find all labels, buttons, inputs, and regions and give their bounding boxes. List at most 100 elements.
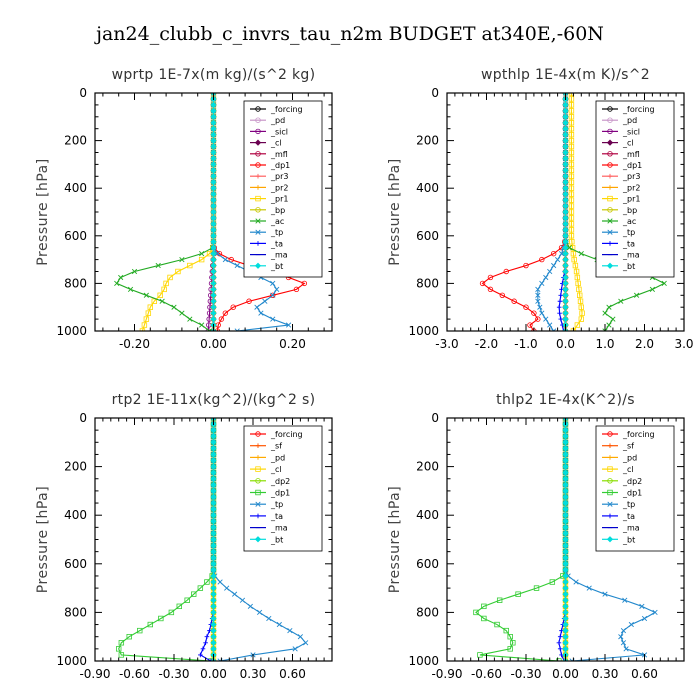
data-point — [118, 652, 125, 658]
data-point — [623, 646, 629, 652]
data-point — [487, 286, 494, 293]
legend-marker — [254, 536, 262, 543]
data-point — [210, 155, 217, 162]
data-point — [210, 475, 217, 482]
legend-marker — [607, 151, 613, 157]
legend-entry: _ta — [622, 512, 635, 521]
data-point — [527, 322, 533, 328]
data-point — [562, 578, 569, 586]
data-point — [210, 609, 217, 616]
x-tick-label: 2.0 — [635, 337, 654, 351]
chart-panel-2: wpthlp 1E-4x(m K)/s^2 Pressure [hPa] 0 200 4… — [387, 67, 694, 351]
data-point — [210, 639, 217, 646]
legend-entry: _dp1 — [622, 161, 642, 170]
data-point — [210, 107, 217, 114]
data-point — [641, 615, 648, 622]
data-point — [274, 286, 280, 292]
x-tick-label: 0.60 — [279, 667, 306, 681]
panel-title: wprtp 1E-7x(m kg)/(s^2 kg) — [112, 67, 316, 83]
data-point — [562, 566, 569, 573]
legend-marker — [255, 128, 261, 135]
data-point — [639, 603, 645, 609]
legend-marker — [607, 489, 613, 496]
data-point — [487, 274, 494, 281]
data-point — [577, 298, 584, 304]
data-point — [602, 310, 608, 316]
data-point — [126, 634, 132, 640]
data-point — [535, 292, 541, 298]
data-point — [586, 585, 592, 591]
data-point — [562, 262, 569, 269]
legend-entry: _mfl — [270, 150, 288, 159]
series-group — [114, 93, 308, 331]
data-point — [568, 149, 575, 156]
data-point — [210, 167, 217, 174]
legend-entry: _bt — [270, 535, 283, 544]
x-tick-label: 0.60 — [631, 667, 658, 681]
data-point — [204, 579, 210, 585]
legend-box — [243, 100, 323, 278]
data-point — [562, 560, 569, 567]
legend-marker — [607, 466, 613, 472]
data-point — [562, 572, 569, 580]
data-point — [515, 591, 521, 597]
data-point — [562, 487, 569, 495]
data-point — [210, 268, 217, 275]
legend-marker — [255, 478, 261, 484]
data-point — [562, 481, 569, 488]
data-point — [118, 274, 124, 281]
data-point — [200, 646, 206, 652]
legend-marker — [607, 162, 613, 168]
data-point — [562, 315, 569, 323]
data-point — [114, 280, 120, 287]
data-point — [507, 634, 513, 640]
data-point — [161, 286, 167, 293]
data-point — [562, 493, 569, 501]
data-point — [606, 304, 612, 310]
panel-title: wpthlp 1E-4x(m K)/s^2 — [481, 67, 650, 83]
data-point — [562, 621, 569, 628]
data-point — [562, 548, 569, 555]
data-point — [179, 310, 185, 316]
data-point — [176, 603, 182, 610]
data-point — [270, 316, 276, 322]
legend-entry: _ta — [622, 239, 635, 248]
data-point — [562, 161, 569, 168]
data-point — [210, 185, 217, 192]
data-point — [562, 292, 569, 299]
data-point — [210, 256, 217, 263]
x-tick-label: -0.20 — [119, 337, 150, 351]
data-point — [210, 487, 217, 495]
data-point — [562, 645, 569, 652]
x-tick-label: 0.00 — [552, 667, 579, 681]
data-point — [557, 310, 562, 316]
data-point — [210, 445, 217, 452]
data-point — [551, 262, 557, 269]
data-point — [562, 499, 569, 507]
data-point — [561, 328, 566, 331]
data-point — [618, 634, 624, 640]
data-point — [256, 609, 263, 616]
chart-panel-1: wprtp 1E-7x(m kg)/(s^2 kg) Pressure [hPa]… — [35, 67, 333, 351]
data-point — [547, 268, 553, 275]
data-point — [535, 286, 541, 292]
data-point — [210, 125, 217, 132]
data-point — [210, 457, 217, 464]
data-point — [157, 292, 163, 298]
data-point — [556, 304, 562, 310]
data-point — [562, 137, 569, 144]
data-point — [139, 328, 146, 331]
legend-entry: _tp — [270, 500, 283, 509]
data-point — [568, 114, 575, 120]
data-point — [210, 101, 217, 109]
legend-entry: _cl — [270, 139, 282, 148]
data-point — [210, 566, 217, 573]
data-point — [143, 316, 150, 322]
legend-entry: _ma — [270, 524, 288, 533]
legend-entry: _pr2 — [270, 183, 288, 192]
data-point — [562, 131, 569, 138]
data-point — [210, 220, 217, 228]
legend-box — [243, 425, 323, 552]
data-point — [297, 634, 304, 640]
